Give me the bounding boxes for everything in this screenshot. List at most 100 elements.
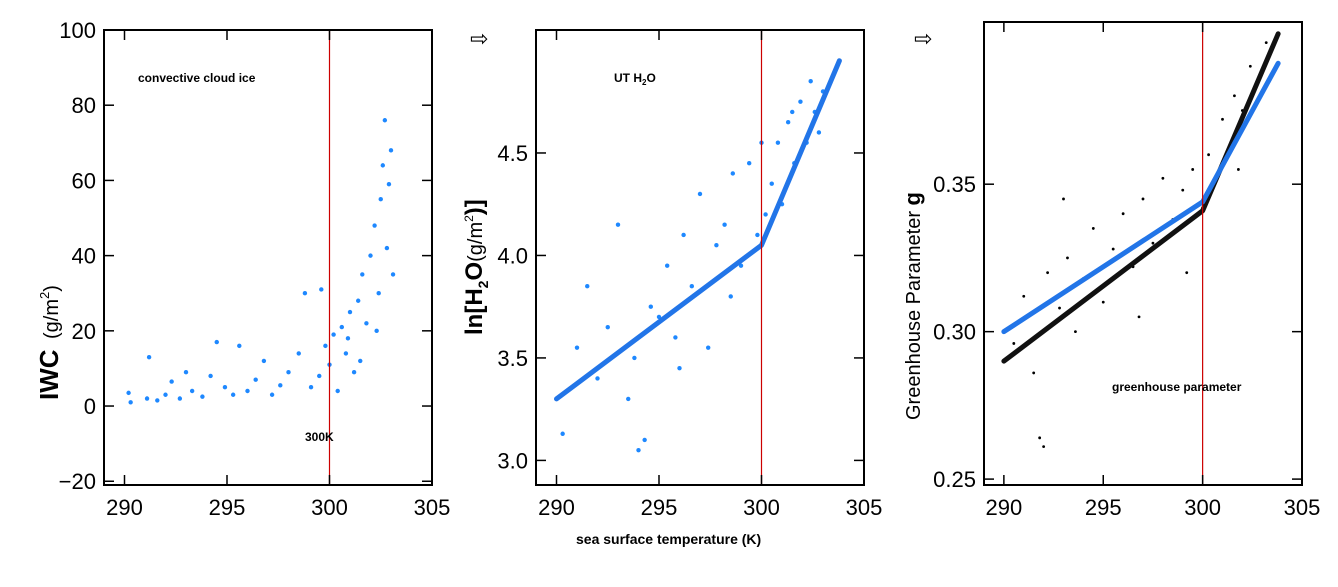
h2o-data-point xyxy=(747,161,752,166)
greenhouse-annotation: greenhouse parameter xyxy=(1112,380,1242,394)
h2o-data-point xyxy=(656,314,662,320)
iwc-ylabel-unit: (g/m xyxy=(41,299,63,339)
greenhouse-data-point xyxy=(1058,306,1061,310)
iwc-data-point xyxy=(308,385,314,390)
h2o-data-point xyxy=(763,212,768,217)
h2o-data-point xyxy=(665,263,670,268)
h2o-data-point xyxy=(626,396,631,402)
iwc-data-point xyxy=(388,148,394,153)
iwc-x-tick-label: 295 xyxy=(209,495,246,520)
iwc-data-point xyxy=(155,398,160,403)
h2o-data-point xyxy=(808,79,813,84)
iwc-y-tick-label: 80 xyxy=(72,93,96,118)
iwc-data-point xyxy=(261,358,267,364)
greenhouse-data-point xyxy=(1191,168,1195,171)
greenhouse-data-point xyxy=(1066,256,1069,260)
iwc-ylabel-close: ) xyxy=(41,285,63,292)
h2o-data-point xyxy=(595,376,600,381)
iwc-data-point xyxy=(253,377,258,382)
greenhouse-data-point xyxy=(1012,342,1016,345)
h2o-data-point xyxy=(605,324,610,330)
iwc-y-tick-label: 20 xyxy=(72,319,96,344)
h2o-data-point xyxy=(728,294,733,299)
greenhouse-data-point xyxy=(1233,94,1236,98)
h2o-annot-a: UT H xyxy=(614,71,642,85)
h2o-ticks: 290 295 300 305 3.0 3.5 4.0 4.5 xyxy=(497,30,882,520)
iwc-data-point xyxy=(347,309,353,315)
iwc-data-point xyxy=(278,383,283,388)
greenhouse-data-point xyxy=(1101,300,1105,304)
h2o-ylabel-c: (g/m xyxy=(465,222,487,262)
greenhouse-data-point xyxy=(1074,330,1077,334)
h2o-data-point xyxy=(706,345,711,350)
iwc-data-point xyxy=(351,369,357,375)
iwc-data-point xyxy=(245,388,250,394)
iwc-data-point xyxy=(358,358,363,364)
iwc-y-axis-label: IWC (g/m2) xyxy=(34,285,64,400)
h2o-annot-b: O xyxy=(646,71,655,85)
greenhouse-data-point xyxy=(1264,41,1268,45)
iwc-data-point xyxy=(222,385,228,390)
iwc-data-point xyxy=(384,245,390,251)
iwc-data-point xyxy=(372,223,377,228)
greenhouse-ylabel-g: g xyxy=(900,192,925,205)
greenhouse-data-point xyxy=(1038,436,1042,440)
greenhouse-black-fit-line xyxy=(1001,31,1281,364)
greenhouse-data-point xyxy=(1111,247,1115,251)
iwc-y-tick-label: 40 xyxy=(72,244,96,269)
h2o-x-axis-label: sea surface temperature (K) xyxy=(576,531,761,547)
h2o-x-tick-label: 305 xyxy=(846,495,883,520)
greenhouse-arrow-icon: ⇨ xyxy=(914,27,932,52)
iwc-data-point xyxy=(335,388,340,394)
h2o-x-tick-label: 295 xyxy=(641,495,678,520)
iwc-ref-label: 300K xyxy=(305,430,334,444)
h2o-y-tick-label: 3.5 xyxy=(497,346,528,371)
greenhouse-data-point xyxy=(1091,227,1095,230)
greenhouse-plot-frame xyxy=(983,21,1303,486)
greenhouse-data-point xyxy=(1137,315,1141,319)
h2o-data-point xyxy=(798,99,803,104)
panel-iwc: 290 295 300 305 −20 0 20 40 60 80 100 convective c… xyxy=(34,18,450,520)
iwc-x-tick-label: 290 xyxy=(106,495,143,520)
iwc-data-point xyxy=(302,291,308,296)
iwc-data-point xyxy=(269,392,275,397)
greenhouse-data-point xyxy=(1207,153,1210,157)
h2o-y-tick-label: 3.0 xyxy=(497,448,528,473)
h2o-data-point xyxy=(722,222,727,227)
iwc-data-point xyxy=(286,369,291,375)
greenhouse-y-tick-label: 0.30 xyxy=(933,320,976,345)
h2o-data-point xyxy=(769,181,774,186)
greenhouse-x-tick-label: 305 xyxy=(1284,495,1321,520)
greenhouse-data-point xyxy=(1237,168,1240,171)
h2o-ylabel-sub: 2 xyxy=(475,280,491,288)
greenhouse-data-point xyxy=(1042,445,1046,449)
greenhouse-data-point xyxy=(1151,241,1155,245)
greenhouse-data-point xyxy=(1161,176,1165,180)
iwc-y-tick-label: −20 xyxy=(59,469,96,494)
iwc-data-point xyxy=(208,373,213,379)
greenhouse-y-tick-label: 0.35 xyxy=(933,172,976,197)
h2o-data-point xyxy=(785,120,791,125)
iwc-y-tick-label: 0 xyxy=(84,394,96,419)
iwc-data-point xyxy=(339,324,344,330)
iwc-data-point xyxy=(144,396,150,401)
h2o-ylabel-sup: 2 xyxy=(462,215,476,222)
h2o-scatter-marks xyxy=(554,58,842,453)
h2o-data-point xyxy=(697,191,703,197)
h2o-plot-frame xyxy=(535,29,865,486)
iwc-data-point xyxy=(319,287,324,292)
iwc-data-point xyxy=(331,332,336,337)
iwc-data-point xyxy=(368,253,373,258)
greenhouse-y-tick-label: 0.25 xyxy=(933,467,976,492)
h2o-data-point xyxy=(738,263,744,268)
h2o-ylabel-b: O xyxy=(461,262,488,281)
greenhouse-x-tick-label: 295 xyxy=(1085,495,1122,520)
iwc-data-point xyxy=(390,272,396,277)
iwc-data-point xyxy=(378,197,383,202)
iwc-data-point xyxy=(183,369,189,375)
iwc-x-tick-label: 305 xyxy=(414,495,451,520)
h2o-data-point xyxy=(677,365,682,371)
iwc-data-point xyxy=(376,291,381,296)
